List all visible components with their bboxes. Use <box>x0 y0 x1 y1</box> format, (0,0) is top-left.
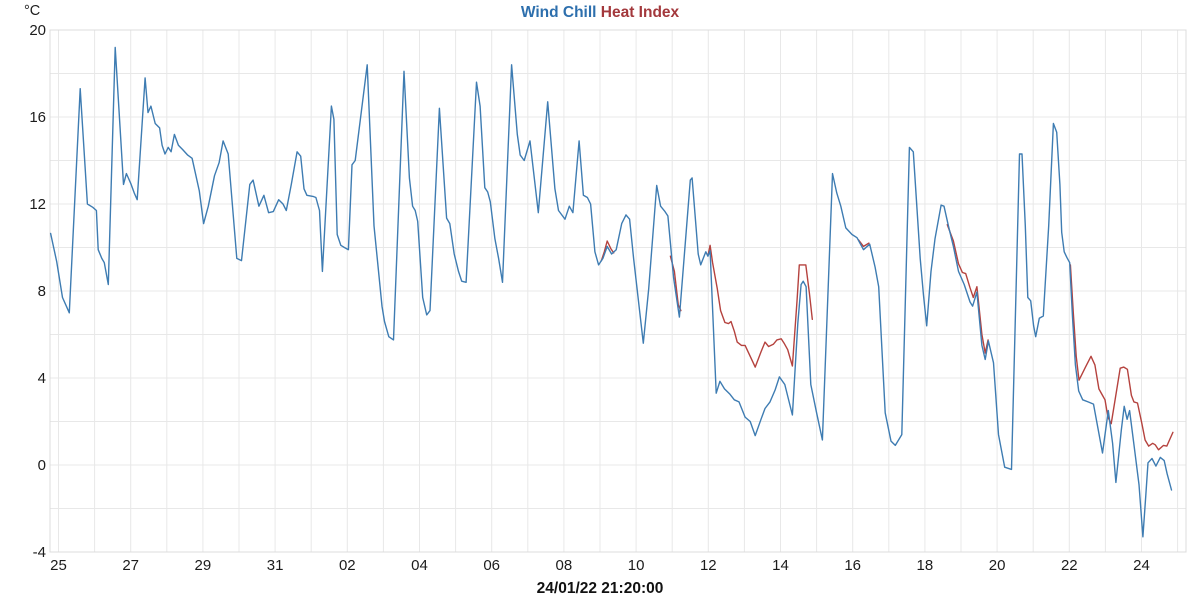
x-axis-labels: 25 27 29 31 02 04 06 08 10 12 14 16 18 20 22 24 <box>50 557 1150 574</box>
y-axis-labels: 20 16 12 8 4 0 -4 <box>29 22 46 561</box>
y-axis-unit: °C <box>24 3 41 19</box>
chart-title: Wind Chill Heat Index <box>0 4 1200 22</box>
svg-text:20: 20 <box>29 22 46 39</box>
svg-text:25: 25 <box>50 557 67 574</box>
svg-text:16: 16 <box>844 557 861 574</box>
svg-text:14: 14 <box>772 557 789 574</box>
svg-text:0: 0 <box>38 457 46 474</box>
svg-text:04: 04 <box>411 557 428 574</box>
svg-text:18: 18 <box>917 557 934 574</box>
svg-text:27: 27 <box>122 557 139 574</box>
footer-timestamp: 24/01/22 21:20:00 <box>536 580 664 597</box>
plot-border <box>49 29 1187 553</box>
svg-text:22: 22 <box>1061 557 1078 574</box>
svg-text:4: 4 <box>38 370 46 387</box>
svg-text:20: 20 <box>989 557 1006 574</box>
svg-text:24: 24 <box>1133 557 1150 574</box>
svg-text:8: 8 <box>38 283 46 300</box>
svg-text:08: 08 <box>556 557 573 574</box>
svg-text:02: 02 <box>339 557 356 574</box>
svg-text:29: 29 <box>195 557 212 574</box>
svg-text:16: 16 <box>29 109 46 126</box>
wind-chill-line <box>49 46 1173 538</box>
svg-text:10: 10 <box>628 557 645 574</box>
svg-text:12: 12 <box>700 557 717 574</box>
legend-wind-chill: Wind Chill <box>520 4 597 21</box>
svg-text:12: 12 <box>29 196 46 213</box>
svg-text:31: 31 <box>267 557 284 574</box>
heat-index-line <box>600 223 1174 451</box>
svg-text:-4: -4 <box>33 544 46 561</box>
legend-heat-index: Heat Index <box>600 4 680 21</box>
svg-text:06: 06 <box>483 557 500 574</box>
